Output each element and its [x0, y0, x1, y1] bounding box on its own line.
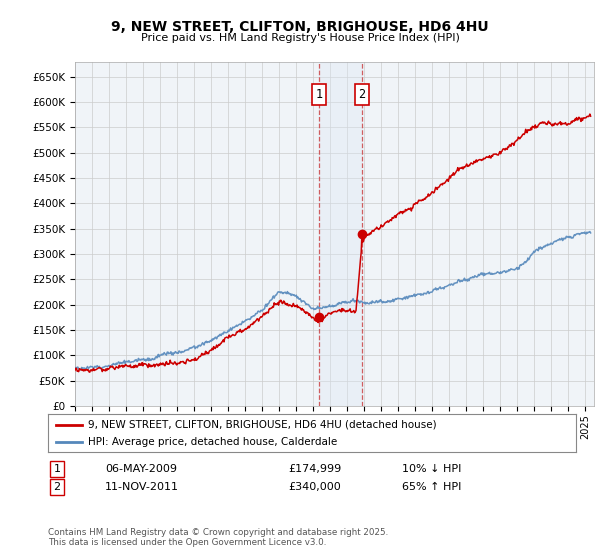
- Text: 9, NEW STREET, CLIFTON, BRIGHOUSE, HD6 4HU: 9, NEW STREET, CLIFTON, BRIGHOUSE, HD6 4…: [111, 20, 489, 34]
- Text: 10% ↓ HPI: 10% ↓ HPI: [402, 464, 461, 474]
- Text: 2: 2: [359, 88, 365, 101]
- Text: 1: 1: [53, 464, 61, 474]
- Text: 11-NOV-2011: 11-NOV-2011: [105, 482, 179, 492]
- Text: 2: 2: [53, 482, 61, 492]
- Text: 06-MAY-2009: 06-MAY-2009: [105, 464, 177, 474]
- Text: Contains HM Land Registry data © Crown copyright and database right 2025.
This d: Contains HM Land Registry data © Crown c…: [48, 528, 388, 547]
- Text: £340,000: £340,000: [288, 482, 341, 492]
- Text: 65% ↑ HPI: 65% ↑ HPI: [402, 482, 461, 492]
- Text: 1: 1: [316, 88, 323, 101]
- Text: £174,999: £174,999: [288, 464, 341, 474]
- Text: 9, NEW STREET, CLIFTON, BRIGHOUSE, HD6 4HU (detached house): 9, NEW STREET, CLIFTON, BRIGHOUSE, HD6 4…: [88, 419, 436, 430]
- Text: HPI: Average price, detached house, Calderdale: HPI: Average price, detached house, Cald…: [88, 437, 337, 447]
- Bar: [319, 62, 362, 406]
- Text: Price paid vs. HM Land Registry's House Price Index (HPI): Price paid vs. HM Land Registry's House …: [140, 33, 460, 43]
